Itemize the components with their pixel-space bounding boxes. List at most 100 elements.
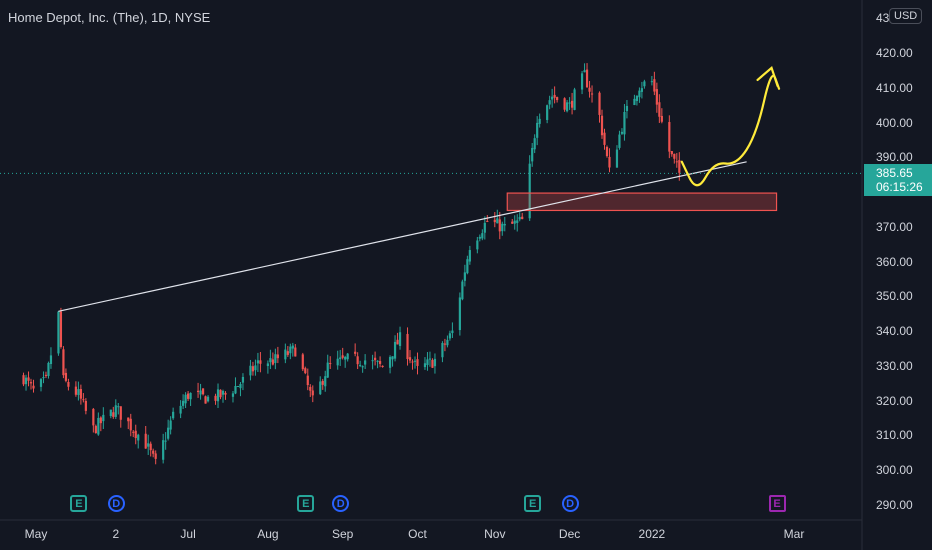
candle-body [27, 377, 30, 381]
candle-body [199, 390, 202, 395]
candle-body [503, 224, 506, 226]
candle-body [588, 87, 591, 92]
candle-body [134, 430, 137, 439]
candle-body [102, 414, 105, 422]
candle-body [324, 376, 327, 387]
candle-body [319, 381, 322, 395]
time-tick-label: Aug [257, 527, 279, 541]
candle-body [64, 372, 68, 381]
candle-body [22, 375, 25, 385]
candle-body [354, 351, 357, 354]
candle-body [271, 359, 274, 365]
candle-body [179, 405, 182, 414]
earnings-event-icon[interactable]: E [297, 495, 315, 512]
candle-body [94, 425, 97, 434]
candle-body [625, 105, 629, 112]
candle-body [653, 79, 656, 92]
candle-body [448, 333, 452, 339]
candle-body [446, 339, 449, 346]
candle-body [291, 345, 294, 349]
price-tick-label: 290.00 [876, 498, 913, 512]
currency-badge[interactable]: USD [889, 8, 923, 24]
candle-body [521, 216, 524, 220]
candle-body [149, 443, 152, 451]
candle-body [408, 357, 412, 361]
candle-body [29, 382, 33, 384]
candle-body [239, 384, 242, 389]
candle-body [556, 97, 559, 101]
candle-body [119, 406, 122, 420]
candle-body [216, 389, 220, 402]
candle-body [678, 160, 681, 173]
candle-body [670, 151, 673, 155]
candle-body [590, 93, 594, 95]
time-tick-label: 2 [112, 527, 120, 541]
candle-body [511, 221, 514, 224]
candle-body [643, 81, 646, 87]
candle-body [423, 363, 427, 368]
earnings-event-icon[interactable]: E [524, 495, 542, 512]
candle-body [536, 122, 539, 138]
candle-body [618, 134, 621, 148]
trend-line [58, 161, 747, 312]
candle-body [201, 388, 205, 395]
candle-body [603, 132, 606, 145]
earnings-event-icon[interactable]: E [70, 495, 88, 512]
candle-body [67, 381, 70, 387]
time-tick-label: Nov [484, 527, 506, 541]
price-tick-label: 330.00 [876, 358, 913, 373]
candle-body [478, 236, 481, 239]
time-tick-label: Sep [332, 527, 354, 541]
candle-body [406, 333, 409, 360]
candle-body [114, 405, 117, 417]
candle-body [428, 358, 432, 360]
dividend-event-icon[interactable]: D [332, 495, 350, 512]
candle-body [463, 272, 466, 281]
candle-body [516, 220, 519, 223]
candle-body [236, 386, 240, 388]
candle-body [251, 366, 255, 372]
projection-arrowhead [756, 66, 779, 88]
candle-body [496, 218, 499, 224]
price-tick-label: 310.00 [876, 428, 913, 443]
candle-body [49, 355, 53, 364]
price-tick-label: 410.00 [876, 80, 913, 95]
time-tick-label: Jul [180, 527, 196, 541]
candle-body [620, 131, 624, 134]
candle-body [241, 376, 245, 383]
candle-body [259, 360, 262, 364]
candle-body [84, 400, 87, 411]
candle-body [396, 339, 399, 345]
candle-body [196, 390, 200, 392]
candle-body [82, 399, 85, 401]
candle-body [44, 374, 48, 376]
candle-body [204, 396, 207, 404]
candle-body [658, 102, 661, 117]
candle-body [493, 219, 496, 223]
candle-body [289, 346, 292, 354]
dividend-event-icon[interactable]: D [561, 495, 579, 512]
dividend-event-icon[interactable]: D [107, 495, 125, 512]
candle-body [551, 96, 554, 100]
candle-body [481, 233, 484, 239]
candle-body [598, 92, 601, 115]
candle-body [109, 409, 112, 417]
candle-body [224, 392, 227, 395]
candle-body [528, 163, 531, 219]
candle-body [411, 361, 414, 363]
earnings-event-icon[interactable]: E [768, 495, 786, 512]
candle-body [673, 153, 676, 159]
candle-body [633, 98, 636, 106]
candle-body [189, 392, 192, 400]
candle-body [137, 434, 140, 441]
candle-body [398, 332, 402, 346]
candle-body [336, 358, 339, 366]
candle-body [231, 393, 235, 397]
candle-body [605, 146, 609, 157]
last-price-tag: 385.65 06:15:26 [864, 164, 932, 196]
candle-body [660, 115, 663, 122]
time-tick-label: Oct [408, 527, 427, 541]
candle-body [169, 420, 172, 430]
candle-body [309, 386, 312, 391]
